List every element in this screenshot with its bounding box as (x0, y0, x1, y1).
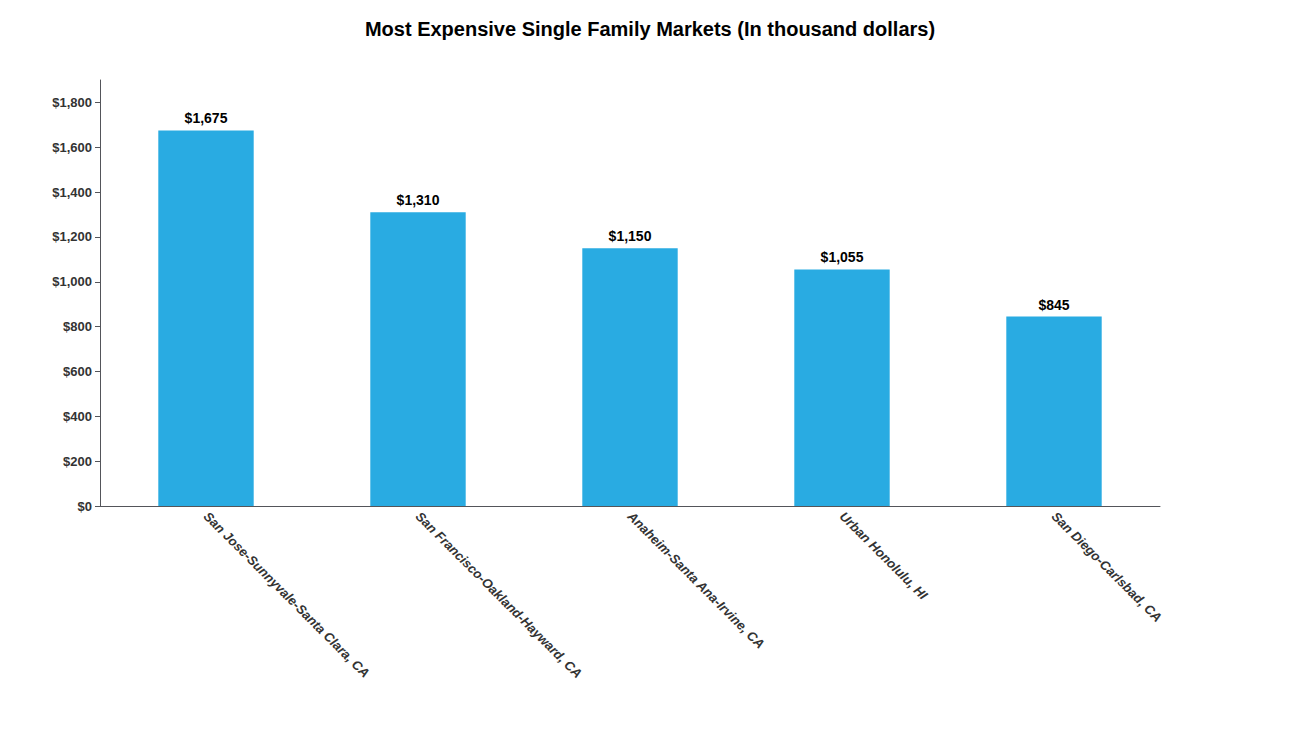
svg-text:$1,150: $1,150 (609, 228, 652, 244)
svg-text:$1,055: $1,055 (821, 249, 864, 265)
svg-text:$1,400: $1,400 (52, 185, 92, 200)
svg-text:San Jose-Sunnyvale-Santa Clara: San Jose-Sunnyvale-Santa Clara, CA (201, 509, 373, 681)
svg-text:San Diego-Carlsbad, CA: San Diego-Carlsbad, CA (1049, 509, 1165, 625)
svg-text:$1,000: $1,000 (52, 274, 92, 289)
svg-text:$600: $600 (63, 364, 92, 379)
svg-text:$1,310: $1,310 (397, 192, 440, 208)
svg-text:$800: $800 (63, 319, 92, 334)
svg-text:$1,200: $1,200 (52, 229, 92, 244)
svg-text:Most Expensive Single Family M: Most Expensive Single Family Markets (In… (365, 18, 935, 40)
svg-text:Anaheim-Santa Ana-Irvine, CA: Anaheim-Santa Ana-Irvine, CA (624, 508, 768, 652)
svg-text:$1,600: $1,600 (52, 140, 92, 155)
svg-text:$200: $200 (63, 454, 92, 469)
svg-text:$0: $0 (78, 499, 92, 514)
svg-text:San Francisco-Oakland-Hayward,: San Francisco-Oakland-Hayward, CA (413, 509, 585, 681)
svg-text:$1,800: $1,800 (52, 95, 92, 110)
svg-text:$1,675: $1,675 (185, 110, 228, 126)
svg-text:$400: $400 (63, 409, 92, 424)
svg-text:Urban Honolulu, HI: Urban Honolulu, HI (837, 509, 931, 603)
svg-text:$845: $845 (1038, 297, 1069, 313)
